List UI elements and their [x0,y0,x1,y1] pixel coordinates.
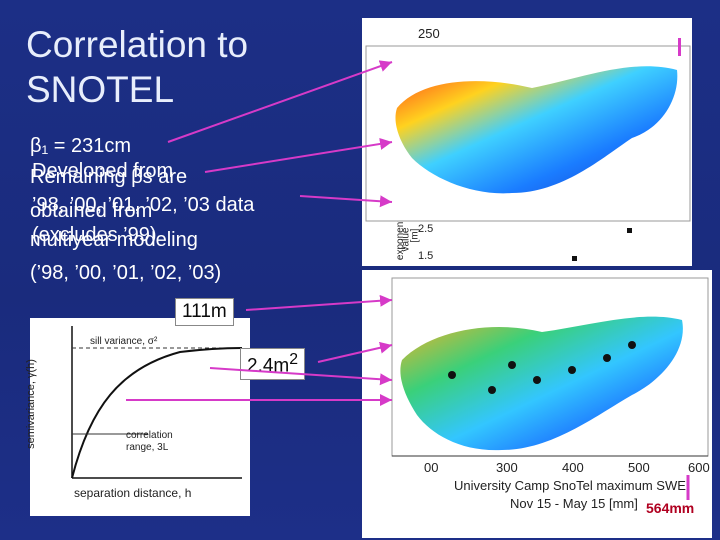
arrow-111m [245,294,393,311]
label-2-4m: 2.4m2 [240,348,306,381]
x-tick-partial: 00 [424,460,439,475]
station-dot [628,341,636,349]
station-dot [488,386,496,394]
top-axis-label: 250 [418,26,440,41]
bottom-map-title-2: Nov 15 - May 15 [mm] [510,496,638,511]
arrow-2-4m [317,341,393,363]
remaining-betas-line-4: (’98, ’00, ’01, ’02, ’03) [30,262,222,284]
remaining-betas-line-1: Remaining βs are [30,166,188,188]
x-tick-300: 300 [496,460,518,475]
title-line-2: SNOTEL [26,69,175,110]
slide-title: Correlation to SNOTEL [26,22,248,112]
label-564mm: 564mm [646,500,695,516]
label-2-4m-exp: 2 [289,351,299,368]
station-dot [568,366,576,374]
arrow-remaining [204,137,393,173]
arrow-sill [209,367,393,386]
point-marker [572,256,577,261]
top-map-panel: 250 2.5 1.5 exponent value [m] [362,18,692,266]
station-dot [508,361,516,369]
bottom-map-panel: 00 300 400 500 600 University Camp SnoTe… [362,270,712,538]
beta-line: β₁ = 231cm [30,135,132,157]
variogram-curve [71,347,243,479]
point-marker [627,228,632,233]
range-label-2: range, 3L [126,442,169,453]
x-tick-600: 600 [688,460,710,475]
x-tick-400: 400 [562,460,584,475]
remaining-betas-line-3: multiyear modeling [30,229,198,251]
y-tick-2-5: 2.5 [418,223,434,235]
variogram-panel: sill variance, σ² correlation range, 3L … [25,318,250,516]
sill-label: sill variance, σ² [90,336,158,347]
x-tick-500: 500 [628,460,650,475]
top-map-shape [395,66,678,194]
title-line-1: Correlation to [26,24,249,65]
arrow-developed [299,195,393,208]
station-dot [448,371,456,379]
bottom-map-graphic [391,277,709,457]
variogram-graphic [71,326,243,479]
remaining-betas-line-2: obtained from [30,200,153,222]
station-dot [603,354,611,362]
developed-from-line-1: Developed from [32,160,174,182]
bottom-map-title-1: University Camp SnoTel maximum SWE [454,478,686,493]
station-dot [533,376,541,384]
y-tick-1-5: 1.5 [418,250,434,262]
magenta-marker [678,38,681,56]
variogram-x-title: separation distance, h [74,486,192,500]
range-label-1: correlation [126,430,173,441]
developed-from-line-3: (excludes ’99) [32,224,157,246]
label-111m: 111m [175,298,234,326]
bottom-map-shape [400,316,683,451]
developed-from-line-2: ’98, ’00, ’01, ’02, ’03 data [32,194,255,216]
arrow-beta [167,60,393,143]
top-map-graphic [365,38,691,261]
